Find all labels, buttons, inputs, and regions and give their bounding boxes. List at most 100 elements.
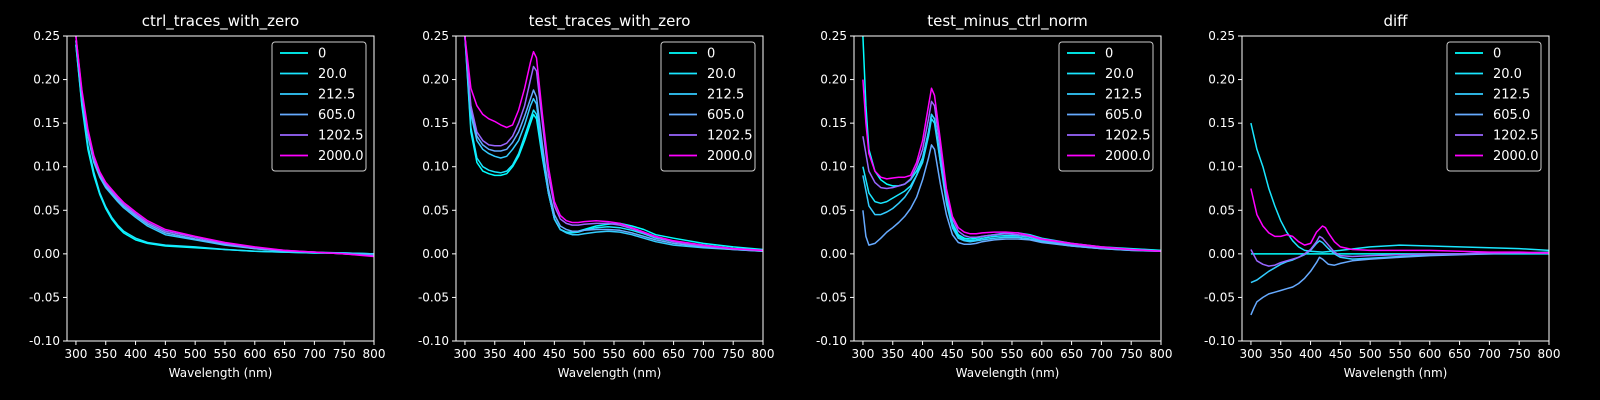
legend: 0 20.0 212.5 605.0 1202.5 2000.0 [1058, 41, 1154, 172]
axes-frame [66, 35, 375, 342]
y-tick-label: 0.15 [33, 116, 60, 130]
panel-3: test_minus_ctrl_norm 300 350 400 450 500 550 60… [816, 12, 1173, 380]
x-tick-label: 350 [94, 347, 117, 361]
x-tick-label: 700 [692, 347, 715, 361]
legend-label: 212.5 [318, 88, 355, 103]
y-tick-label: 0.20 [33, 73, 60, 87]
x-tick-label: 450 [941, 347, 964, 361]
x-tick-label: 600 [243, 347, 266, 361]
x-tick-label: 700 [303, 347, 326, 361]
y-tick-label: 0.15 [1208, 116, 1235, 130]
legend: 0 20.0 212.5 605.0 1202.5 2000.0 [1446, 41, 1542, 172]
x-tick-label: 550 [603, 347, 626, 361]
y-tick-label: -0.10 [1204, 334, 1235, 348]
series-line-6 [862, 79, 1161, 252]
series-line-2 [75, 44, 374, 255]
panel-4: diff 300 350 400 450 500 550 600 650 700 750 800 -0.… [1204, 12, 1561, 380]
y-tick-label: 0.20 [422, 73, 449, 87]
legend-label: 212.5 [707, 88, 744, 103]
y-tick-label: 0.00 [1208, 247, 1235, 261]
series-group [464, 36, 763, 252]
x-tick-label: 800 [363, 347, 386, 361]
x-tick-label: 700 [1478, 347, 1501, 361]
y-tick-label: -0.05 [816, 290, 847, 304]
x-tick-label: 750 [333, 347, 356, 361]
x-tick-label: 300 [453, 347, 476, 361]
y-tick-label: 0.00 [422, 247, 449, 261]
x-tick-label: 400 [1299, 347, 1322, 361]
x-tick-label: 350 [1269, 347, 1292, 361]
series-line-2 [1250, 122, 1549, 253]
legend-label: 1202.5 [707, 129, 753, 144]
x-tick-label: 500 [971, 347, 994, 361]
x-tick-label: 700 [1090, 347, 1113, 361]
x-tick-label: 800 [752, 347, 775, 361]
x-tick-label: 650 [273, 347, 296, 361]
x-tick-label: 800 [1538, 347, 1561, 361]
axes-frame [853, 35, 1162, 342]
y-tick-label: 0.05 [820, 203, 847, 217]
x-tick-label: 400 [911, 347, 934, 361]
legend-label: 212.5 [1493, 88, 1530, 103]
x-tick-label: 450 [154, 347, 177, 361]
x-tick-label: 750 [1508, 347, 1531, 361]
x-tick-label: 600 [1418, 347, 1441, 361]
series-line-5 [862, 100, 1161, 252]
y-tick-label: -0.05 [29, 290, 60, 304]
x-tick-label: 400 [124, 347, 147, 361]
legend-label: 605.0 [1493, 108, 1530, 123]
legend-label: 1202.5 [1105, 129, 1151, 144]
panel-2: test_traces_with_zero 300 350 400 450 500 550 6… [418, 12, 775, 380]
y-tick-label: -0.10 [816, 334, 847, 348]
legend-label: 1202.5 [1493, 129, 1539, 144]
x-axis-label: Wavelength (nm) [956, 366, 1060, 380]
legend-label: 2000.0 [318, 149, 364, 164]
legend-label: 2000.0 [1493, 149, 1539, 164]
y-tick-label: 0.25 [820, 29, 847, 43]
legend-label: 1202.5 [318, 129, 364, 144]
panel-1: ctrl_traces_with_zero 300 350 400 450 500 550 6… [29, 12, 386, 380]
axes-frame [1241, 35, 1550, 342]
x-tick-label: 550 [1389, 347, 1412, 361]
series-group [862, 36, 1161, 252]
y-tick-label: 0.10 [820, 160, 847, 174]
y-tick-label: 0.05 [1208, 203, 1235, 217]
x-tick-label: 750 [1120, 347, 1143, 361]
y-tick-label: 0.10 [422, 160, 449, 174]
legend-label: 0 [318, 47, 326, 62]
x-tick-label: 300 [64, 347, 87, 361]
x-tick-label: 500 [184, 347, 207, 361]
series-line-5 [464, 36, 763, 252]
panel-title: test_traces_with_zero [529, 12, 691, 31]
x-tick-label: 500 [573, 347, 596, 361]
legend-label: 605.0 [707, 108, 744, 123]
y-tick-label: 0.20 [1208, 73, 1235, 87]
x-axis-label: Wavelength (nm) [1344, 366, 1448, 380]
y-tick-label: -0.05 [1204, 290, 1235, 304]
series-line-4 [1250, 252, 1549, 316]
legend: 0 20.0 212.5 605.0 1202.5 2000.0 [271, 41, 367, 172]
y-tick-label: 0.15 [820, 116, 847, 130]
legend-label: 0 [1105, 47, 1113, 62]
x-tick-label: 800 [1150, 347, 1173, 361]
x-tick-label: 600 [1030, 347, 1053, 361]
legend-label: 605.0 [1105, 108, 1142, 123]
series-line-3 [862, 113, 1161, 252]
legend-label: 2000.0 [707, 149, 753, 164]
series-line-3 [464, 36, 763, 252]
legend-label: 605.0 [318, 108, 355, 123]
legend-label: 20.0 [707, 67, 736, 82]
y-tick-label: 0.25 [422, 29, 449, 43]
x-tick-label: 450 [1329, 347, 1352, 361]
y-tick-label: 0.20 [820, 73, 847, 87]
legend-label: 20.0 [1493, 67, 1522, 82]
y-tick-label: -0.05 [418, 290, 449, 304]
series-line-4 [862, 144, 1161, 252]
legend-label: 20.0 [1105, 67, 1134, 82]
x-tick-label: 350 [881, 347, 904, 361]
x-axis-label: Wavelength (nm) [558, 366, 662, 380]
x-tick-label: 500 [1359, 347, 1382, 361]
y-tick-label: 0.10 [1208, 160, 1235, 174]
